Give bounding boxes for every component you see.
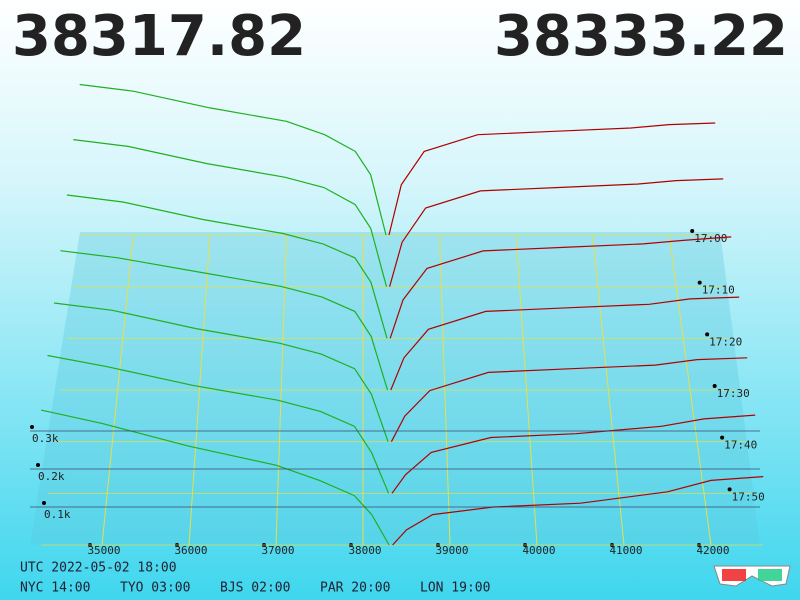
x-tick-label: 40000	[522, 544, 555, 557]
time-label: 17:40	[724, 439, 757, 452]
y-tick-label: 0.3k	[32, 432, 59, 445]
zone-time: LON 19:00	[420, 581, 490, 596]
y-tick-mark	[36, 463, 40, 467]
time-tick	[712, 384, 717, 388]
time-tick	[727, 487, 732, 492]
bid-depth-line	[79, 83, 387, 236]
time-tick	[690, 229, 695, 233]
x-tick-label: 35000	[87, 544, 120, 557]
y-tick-label: 0.1k	[44, 508, 71, 521]
x-tick-label: 39000	[435, 544, 468, 557]
zone-time: PAR 20:00	[320, 581, 390, 596]
bid-depth-line	[73, 139, 388, 287]
zone-time: TYO 03:00	[120, 581, 190, 596]
time-tick	[705, 332, 710, 337]
zone-time: BJS 02:00	[220, 581, 290, 596]
x-tick-label: 38000	[348, 544, 381, 557]
time-label: 17:10	[702, 284, 735, 297]
ask-depth-line	[389, 178, 724, 287]
time-label: 17:20	[709, 335, 742, 348]
bid-depth-line	[53, 302, 389, 442]
time-tick	[697, 280, 702, 285]
x-tick-label: 37000	[261, 544, 294, 557]
x-tick-label: 42000	[696, 544, 729, 557]
x-tick-label: 36000	[174, 544, 207, 557]
x-tick-label: 41000	[609, 544, 642, 557]
bid-price: 38317.82	[12, 4, 306, 69]
timestamp: UTC 2022-05-02 18:00	[20, 561, 177, 576]
glasses-icon	[713, 565, 791, 587]
ask-depth-line	[390, 296, 740, 391]
time-tick	[720, 435, 725, 440]
y-tick-mark	[30, 425, 34, 429]
zone-time: NYC 14:00	[20, 581, 90, 596]
ask-depth-line	[389, 236, 732, 339]
time-label: 17:50	[732, 490, 765, 503]
plot: 35000 36000 37000 38000 39000 40000 41000 42000…	[30, 83, 765, 557]
time-label: 17:30	[717, 387, 750, 400]
bid-depth-line	[40, 409, 390, 546]
ask-depth-line	[392, 476, 764, 546]
bid-depth-line	[60, 250, 389, 391]
ask-depth-line	[390, 357, 748, 442]
ask-depth-line	[388, 122, 716, 236]
bid-depth-line	[47, 354, 390, 494]
bid-depth-line	[66, 194, 388, 339]
y-tick-mark	[42, 501, 46, 505]
ask-price: 38333.22	[494, 4, 788, 69]
floor	[30, 232, 760, 545]
y-tick-label: 0.2k	[38, 470, 65, 483]
ask-depth-line	[391, 414, 756, 494]
